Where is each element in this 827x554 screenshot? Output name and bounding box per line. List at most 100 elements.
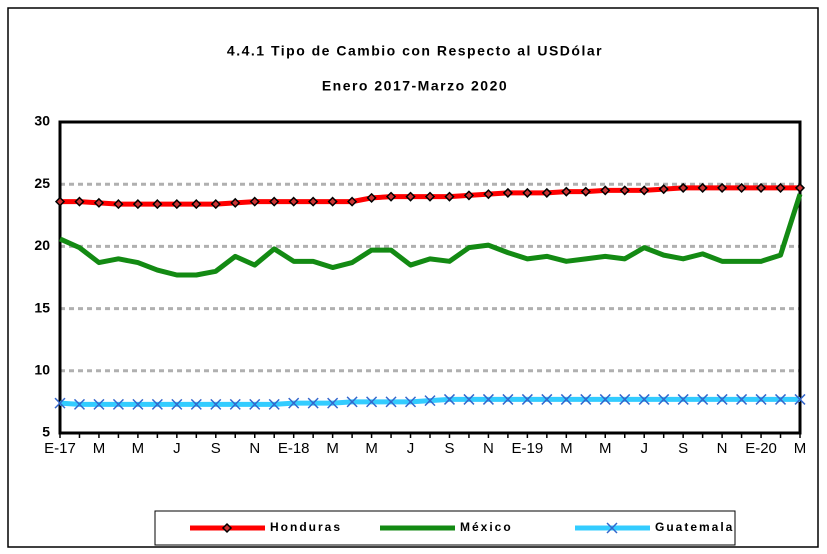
series-marker	[774, 393, 787, 405]
series-marker	[599, 393, 611, 405]
series-marker	[443, 393, 456, 405]
x-tick-label: M	[560, 440, 573, 457]
series-marker	[112, 398, 124, 410]
series-marker	[366, 192, 377, 203]
legend-label: Guatemala	[655, 520, 734, 534]
series-marker	[639, 185, 650, 196]
x-tick-label: S	[444, 440, 454, 457]
y-tick-label: 20	[34, 237, 50, 253]
series-marker	[93, 197, 105, 208]
series-marker	[54, 397, 66, 409]
series-marker	[560, 393, 572, 405]
series-marker	[541, 393, 553, 405]
series-marker	[269, 196, 280, 207]
x-tick-label: S	[678, 440, 688, 457]
x-tick-label: M	[365, 440, 378, 457]
series-marker	[600, 185, 611, 196]
series-marker	[404, 396, 417, 408]
series-marker	[677, 393, 689, 405]
series-marker	[385, 191, 397, 202]
series-marker	[385, 396, 397, 408]
x-tick-label: M	[326, 440, 339, 457]
series-marker	[736, 182, 747, 193]
series-marker	[132, 199, 143, 210]
series-marker	[483, 189, 494, 200]
series-marker	[347, 196, 358, 207]
y-tick-label: 25	[34, 175, 50, 191]
series-marker	[249, 398, 261, 410]
series-line	[58, 193, 803, 278]
series-marker	[444, 191, 455, 202]
legend-marker	[606, 522, 618, 534]
series-marker	[230, 197, 241, 208]
series-marker	[775, 182, 786, 193]
series-marker	[93, 398, 105, 410]
series-marker	[151, 398, 163, 410]
x-tick-label: N	[483, 440, 494, 457]
series-marker	[288, 397, 300, 409]
y-tick-label: 5	[42, 424, 50, 440]
series-marker	[619, 393, 631, 405]
x-tick-label: N	[717, 440, 728, 457]
x-tick-label: J	[173, 440, 181, 457]
series-marker	[268, 398, 280, 410]
series-marker	[561, 186, 572, 197]
y-tick-label: 10	[34, 362, 50, 378]
series-marker	[463, 393, 475, 405]
series-marker	[171, 398, 183, 410]
series-marker	[502, 393, 514, 405]
series-marker	[366, 396, 378, 408]
y-tick-label: 15	[34, 299, 50, 315]
legend-marker	[221, 522, 233, 534]
series-marker	[152, 199, 163, 210]
x-tick-label: S	[211, 440, 221, 457]
series-marker	[308, 196, 319, 207]
series-marker	[697, 182, 708, 193]
series-marker	[482, 393, 494, 405]
x-tick-label: M	[132, 440, 145, 457]
x-tick-label: M	[794, 440, 807, 457]
x-tick-label: J	[640, 440, 648, 457]
series-marker	[638, 393, 650, 405]
plot-frame	[58, 120, 802, 435]
series-marker	[716, 393, 728, 405]
series-marker	[327, 196, 338, 207]
series-marker	[346, 396, 358, 408]
series-marker	[658, 184, 669, 195]
chart-subtitle: Enero 2017-Marzo 2020	[322, 78, 508, 94]
series-marker	[619, 185, 630, 196]
series-marker	[502, 187, 513, 198]
series-marker	[541, 187, 552, 198]
series-marker	[405, 191, 416, 202]
x-tick-label: E-20	[745, 440, 777, 457]
series-marker	[210, 199, 221, 210]
series-marker	[74, 196, 85, 207]
series-marker	[73, 398, 86, 410]
series-marker	[697, 393, 709, 405]
legend-label: Honduras	[270, 520, 342, 534]
series-marker	[424, 395, 436, 407]
series-marker	[736, 393, 748, 405]
series-marker	[678, 182, 689, 193]
series-marker	[54, 196, 66, 207]
series-marker	[658, 393, 670, 405]
chart-frame	[7, 7, 819, 548]
chart-title: 4.4.1 Tipo de Cambio con Respecto al USD…	[227, 43, 603, 59]
series-marker	[755, 182, 767, 193]
series-marker	[755, 393, 767, 405]
series-marker	[580, 393, 592, 405]
x-tick-label: E-17	[44, 440, 76, 457]
series-marker	[190, 398, 202, 410]
series-marker	[424, 191, 436, 202]
series-marker	[717, 182, 728, 193]
x-tick-label: E-18	[278, 440, 310, 457]
series-marker	[794, 182, 806, 193]
x-tick-label: J	[407, 440, 415, 457]
series-marker	[580, 186, 591, 197]
series-marker	[229, 398, 241, 410]
series-marker	[113, 199, 124, 210]
legend-label: México	[460, 520, 513, 534]
series-marker	[327, 397, 339, 409]
x-tick-label: M	[93, 440, 106, 457]
